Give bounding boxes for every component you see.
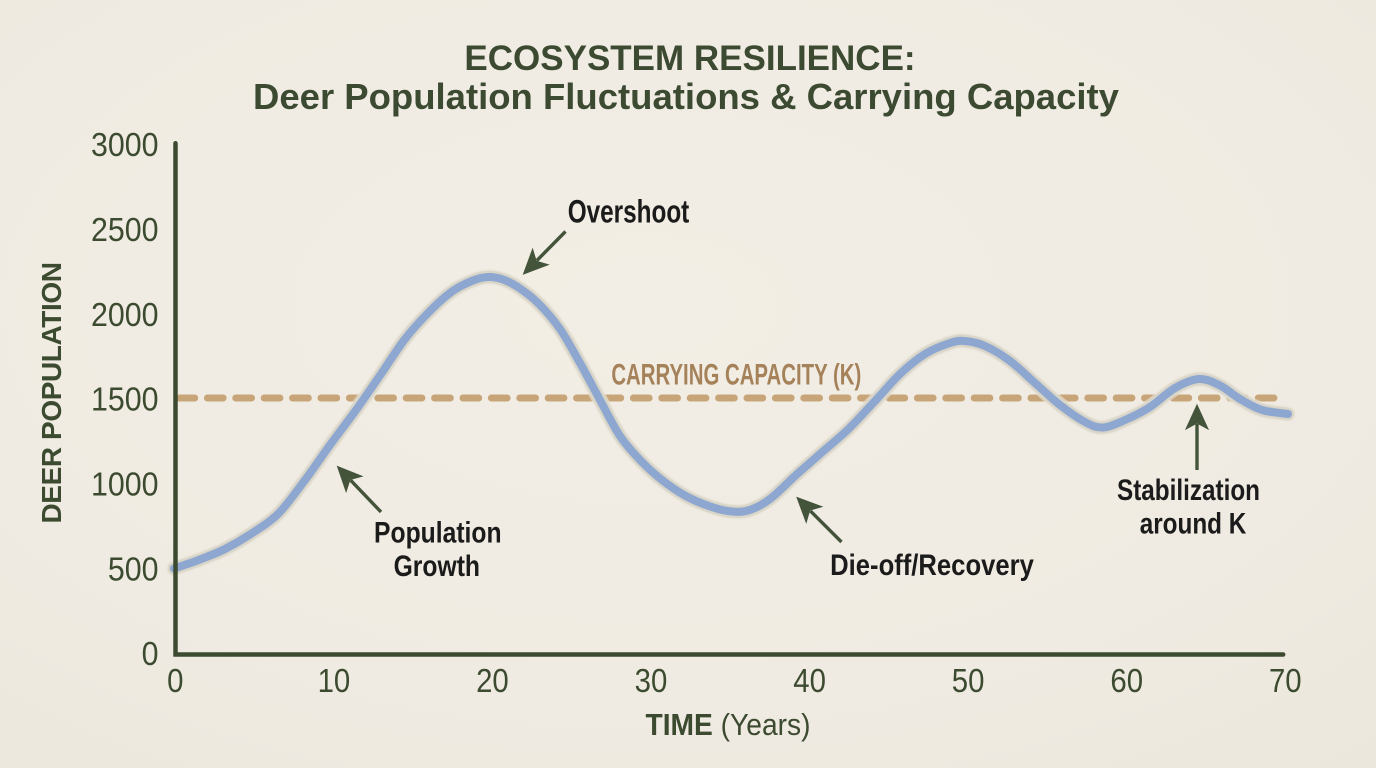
svg-text:CARRYING CAPACITY (K): CARRYING CAPACITY (K) bbox=[611, 359, 861, 392]
svg-text:TIME (Years): TIME (Years) bbox=[645, 708, 810, 743]
svg-text:around K: around K bbox=[1140, 506, 1247, 540]
svg-text:1000: 1000 bbox=[91, 465, 159, 502]
svg-text:Growth: Growth bbox=[394, 549, 480, 583]
svg-text:2500: 2500 bbox=[91, 211, 159, 248]
svg-text:ECOSYSTEM RESILIENCE:: ECOSYSTEM RESILIENCE: bbox=[464, 39, 915, 78]
svg-text:DEER POPULATION: DEER POPULATION bbox=[36, 262, 67, 523]
svg-text:Overshoot: Overshoot bbox=[568, 195, 690, 231]
svg-text:0: 0 bbox=[142, 635, 159, 672]
svg-text:50: 50 bbox=[952, 662, 985, 699]
svg-text:40: 40 bbox=[793, 662, 826, 699]
svg-text:3000: 3000 bbox=[91, 126, 159, 163]
svg-text:500: 500 bbox=[108, 550, 159, 587]
svg-text:60: 60 bbox=[1110, 662, 1143, 699]
svg-text:Die-off/Recovery: Die-off/Recovery bbox=[830, 548, 1034, 581]
svg-text:Population: Population bbox=[374, 515, 502, 549]
svg-text:Deer Population Fluctuations &: Deer Population Fluctuations & Carrying … bbox=[253, 76, 1120, 117]
svg-text:Stabilization: Stabilization bbox=[1117, 473, 1260, 507]
svg-text:0: 0 bbox=[167, 662, 183, 699]
svg-text:1500: 1500 bbox=[91, 380, 159, 417]
svg-text:30: 30 bbox=[635, 662, 668, 699]
svg-text:70: 70 bbox=[1269, 662, 1302, 699]
svg-text:2000: 2000 bbox=[91, 296, 159, 333]
svg-text:10: 10 bbox=[318, 662, 351, 699]
svg-text:20: 20 bbox=[476, 662, 509, 699]
